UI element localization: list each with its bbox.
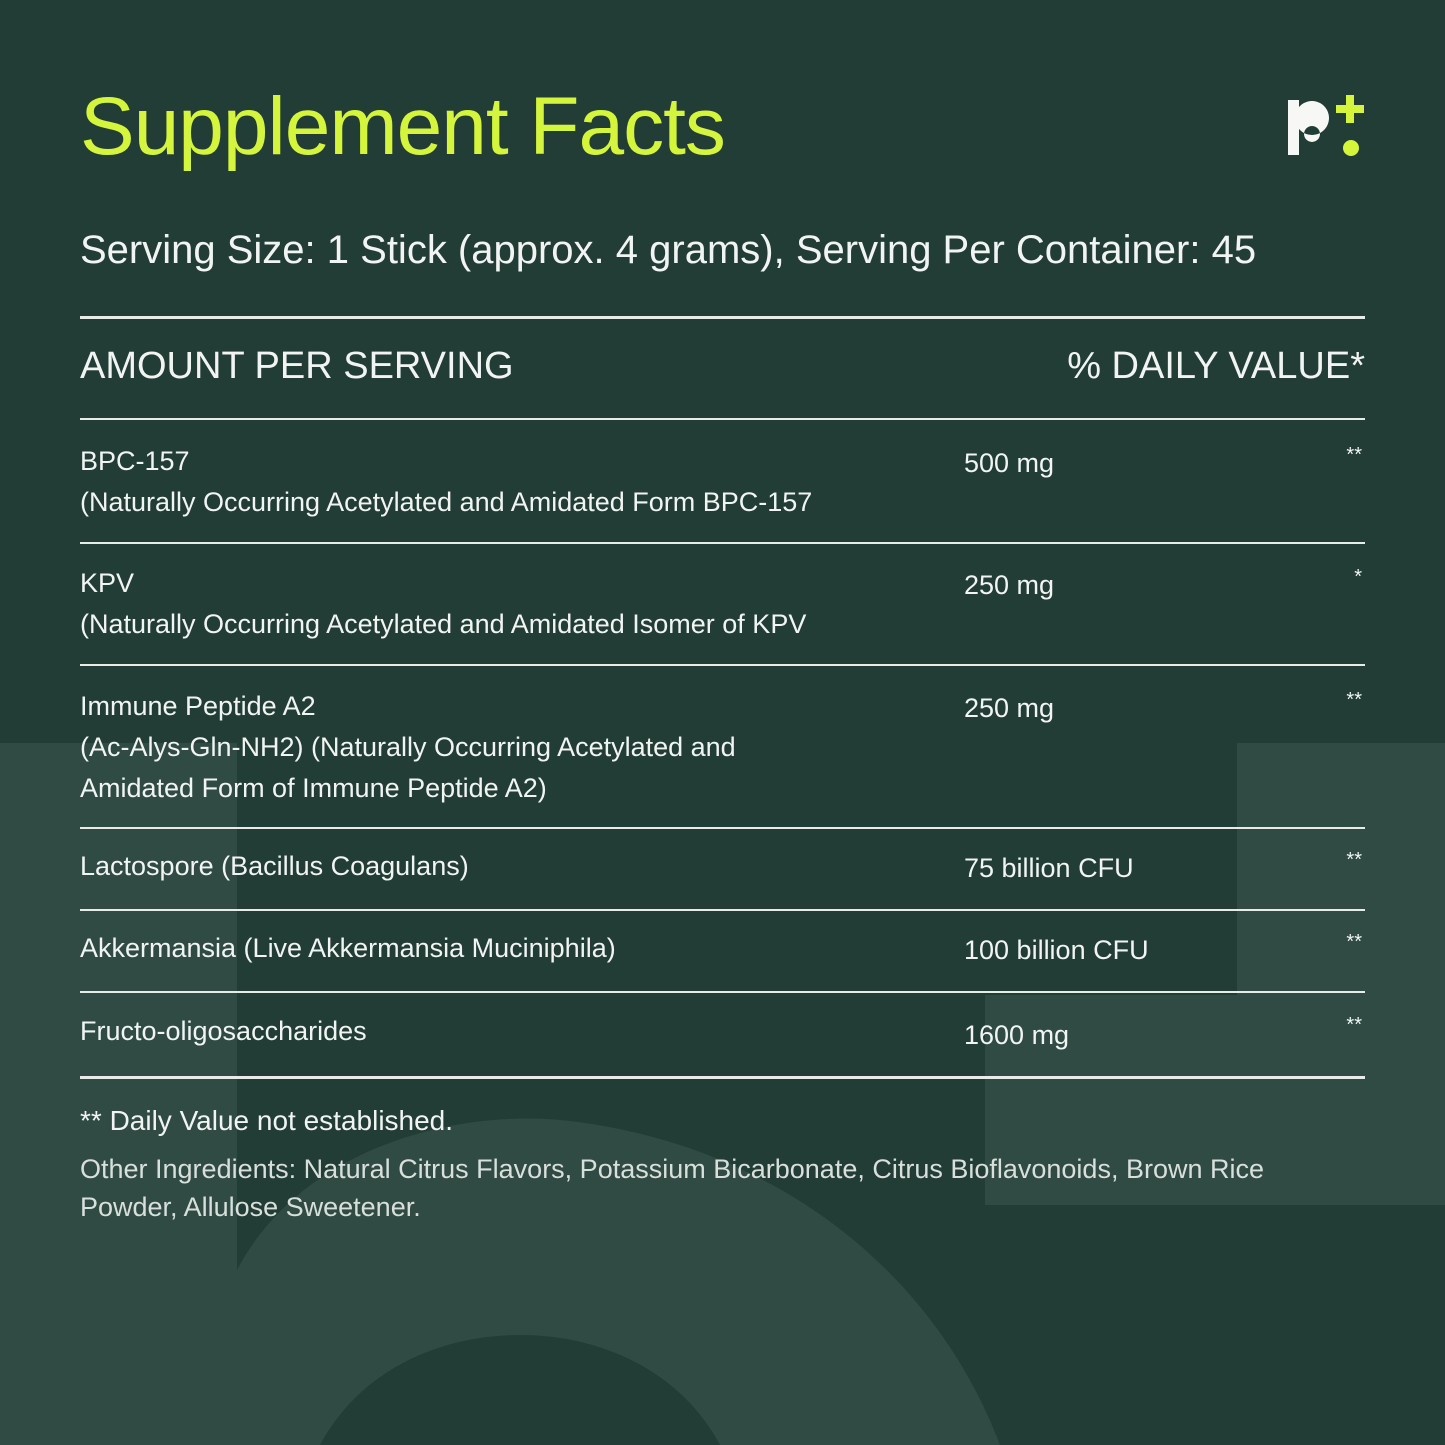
- daily-value: **: [1346, 444, 1362, 466]
- divider: [80, 316, 1365, 319]
- other-ingredients: Other Ingredients: Natural Citrus Flavor…: [80, 1154, 1264, 1222]
- brand-logo: [1288, 95, 1364, 156]
- daily-value: **: [1346, 689, 1362, 711]
- ingredient-name: Akkermansia (Live Akkermansia Muciniphil…: [80, 933, 616, 963]
- ingredient-description: (Ac-Alys-Gln-NH2) (Naturally Occurring A…: [80, 732, 736, 803]
- ingredient-name: BPC-157: [80, 446, 190, 476]
- divider: [80, 542, 1365, 544]
- ingredient-amount: 100 billion CFU: [964, 935, 1149, 965]
- ingredient-description: (Naturally Occurring Acetylated and Amid…: [80, 487, 813, 517]
- daily-value: **: [1346, 931, 1362, 953]
- daily-value: **: [1346, 849, 1362, 871]
- ingredient-name: Fructo-oligosaccharides: [80, 1016, 367, 1046]
- divider: [80, 418, 1365, 420]
- footnote: ** Daily Value not established.: [80, 1105, 454, 1136]
- page-title: Supplement Facts: [80, 81, 726, 172]
- ingredient-name: Immune Peptide A2: [80, 691, 316, 721]
- ingredient-name: Lactospore (Bacillus Coagulans): [80, 851, 469, 881]
- ingredient-amount: 75 billion CFU: [964, 853, 1134, 883]
- ingredient-name: KPV: [80, 568, 135, 598]
- ingredient-description: (Naturally Occurring Acetylated and Amid…: [80, 609, 807, 639]
- ingredient-amount: 250 mg: [964, 693, 1055, 723]
- ingredient-amount: 1600 mg: [964, 1020, 1070, 1050]
- serving-info: Serving Size: 1 Stick (approx. 4 grams),…: [80, 228, 1257, 272]
- amount-per-serving-header: AMOUNT PER SERVING: [80, 345, 514, 387]
- divider: [80, 909, 1365, 911]
- table-header: AMOUNT PER SERVING % DAILY VALUE*: [80, 345, 1365, 388]
- divider: [80, 664, 1365, 666]
- daily-value: **: [1346, 1014, 1362, 1036]
- daily-value: *: [1354, 566, 1362, 588]
- ingredient-amount: 500 mg: [964, 448, 1055, 478]
- divider: [80, 991, 1365, 993]
- divider: [80, 1076, 1365, 1079]
- ingredient-amount: 250 mg: [964, 570, 1055, 600]
- daily-value-header: % DAILY VALUE*: [1067, 345, 1365, 387]
- divider: [80, 827, 1365, 829]
